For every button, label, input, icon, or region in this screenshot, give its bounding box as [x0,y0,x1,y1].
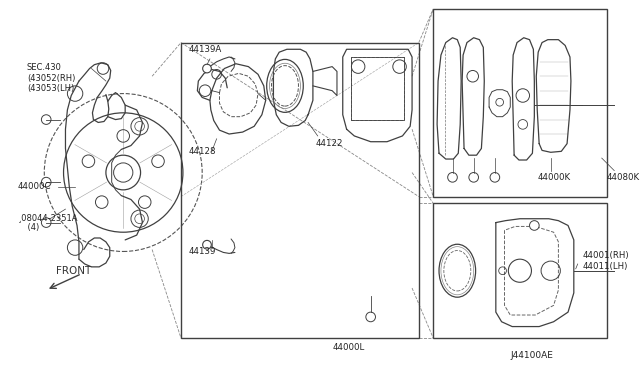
Bar [351,57,404,119]
Text: 44000K: 44000K [537,173,570,182]
Text: 44139: 44139 [189,247,216,256]
Text: 44000C: 44000C [17,182,51,192]
Circle shape [42,218,51,227]
Bar [181,42,419,338]
Circle shape [42,115,51,124]
Text: 44000L: 44000L [332,343,364,352]
Text: 44128: 44128 [189,147,216,156]
Text: 44080K: 44080K [607,173,639,182]
Text: 44139A: 44139A [189,45,222,54]
Circle shape [490,173,500,182]
Bar [351,57,404,119]
Circle shape [529,221,539,230]
Bar [433,203,607,338]
Circle shape [203,240,211,249]
Circle shape [469,173,479,182]
Circle shape [448,173,458,182]
Text: 44122: 44122 [316,139,343,148]
Text: 44001(RH)
44011(LH): 44001(RH) 44011(LH) [582,251,629,271]
Text: ¸08044-2351A
    (4): ¸08044-2351A (4) [17,213,78,232]
Text: SEC.430
(43052(RH)
(43053(LH): SEC.430 (43052(RH) (43053(LH) [27,63,76,93]
Circle shape [203,64,211,73]
Text: J44100AE: J44100AE [510,351,553,360]
Circle shape [366,312,376,322]
Text: FRONT: FRONT [56,266,91,276]
Bar [433,9,607,196]
Circle shape [42,177,51,187]
